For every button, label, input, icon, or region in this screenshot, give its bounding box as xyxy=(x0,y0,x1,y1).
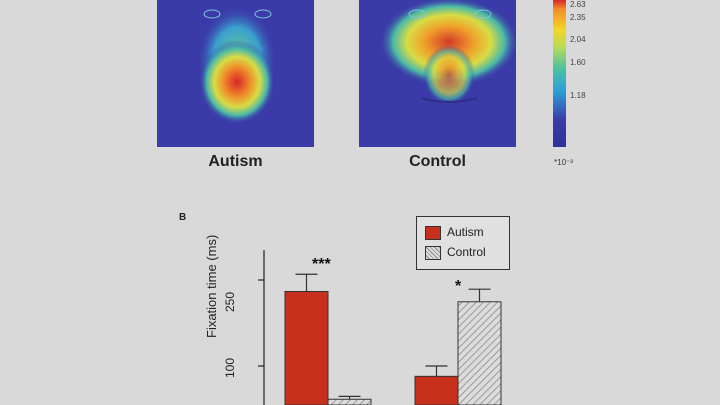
legend-swatch-control xyxy=(425,246,441,260)
autism-heatmap xyxy=(157,0,314,147)
colorbar-tick: 2.35 xyxy=(570,13,586,22)
legend-label: Autism xyxy=(447,225,484,239)
autism-caption: Autism xyxy=(208,153,263,170)
colorbar xyxy=(553,0,566,147)
colorbar-tick: 1.18 xyxy=(570,91,586,100)
significance-label: * xyxy=(455,278,462,295)
colorbar-tick: 1.60 xyxy=(570,58,586,67)
error-bar xyxy=(338,395,361,400)
colorbar-tick: 2.63 xyxy=(570,0,586,9)
panel-label: B xyxy=(179,212,187,223)
colorbar-unit: *10⁻³ xyxy=(554,158,573,167)
control-heatmap xyxy=(359,0,516,147)
bar-control xyxy=(327,398,372,405)
bar-autism xyxy=(284,290,329,405)
error-bar xyxy=(295,273,318,292)
legend-label: Control xyxy=(447,245,486,259)
colorbar-tick: 2.04 xyxy=(570,35,586,44)
error-bar xyxy=(425,365,448,377)
error-bar xyxy=(468,288,491,302)
chart-legend: Autism Control xyxy=(416,216,510,270)
bar-autism xyxy=(414,375,459,405)
control-caption: Control xyxy=(409,153,466,170)
significance-label: *** xyxy=(312,256,331,273)
bar-control xyxy=(457,301,502,405)
legend-swatch-autism xyxy=(425,226,441,240)
